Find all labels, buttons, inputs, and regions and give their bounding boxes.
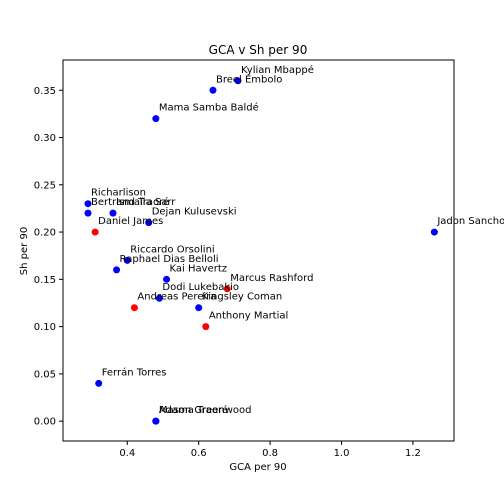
data-point: [152, 115, 160, 123]
point-label: Mama Samba Baldé: [159, 102, 259, 114]
point-label: Kingsley Coman: [202, 292, 283, 303]
point-label: Breel Embolo: [216, 74, 282, 85]
x-axis: 0.4 0.6 0.8 1.0 1.2: [119, 441, 421, 459]
data-point: [152, 417, 160, 425]
y-axis: 0.00 0.05 0.10 0.15 0.20 0.25 0.30 0.35: [34, 86, 63, 428]
x-tick-label: 0.6: [191, 448, 207, 459]
point-label: Ismaïla Sarr: [116, 197, 176, 208]
point-label: Mason Greenwood: [159, 405, 252, 416]
y-tick-label: 0.05: [34, 369, 56, 380]
y-tick-label: 0.30: [34, 133, 56, 144]
point-label: Adama Traoré: [159, 404, 228, 416]
point-label: Marcus Rashford: [230, 273, 313, 284]
y-tick-label: 0.25: [34, 180, 56, 191]
point-label: Richarlison: [91, 188, 146, 199]
data-point: [109, 209, 117, 217]
x-tick-label: 0.8: [262, 448, 278, 459]
plot-frame: [62, 59, 455, 442]
data-point: [195, 304, 203, 312]
data-point: [209, 86, 217, 94]
chart-title: GCA v Sh per 90: [209, 43, 308, 57]
point-label: Kylian Mbappé: [241, 64, 314, 76]
point-label: Dejan Kulusevski: [152, 207, 237, 218]
data-point: [202, 323, 210, 331]
x-tick-label: 0.4: [119, 448, 135, 459]
x-axis-label: GCA per 90: [229, 462, 286, 473]
data-point: [123, 256, 131, 264]
data-point: [113, 266, 121, 274]
y-tick-label: 0.10: [34, 322, 56, 333]
x-tick-label: 1.2: [405, 448, 421, 459]
data-point: [145, 219, 153, 227]
point-label: Dodi Lukebakio: [162, 282, 239, 293]
point-label: Ferrán Torres: [102, 366, 167, 378]
data-points: [84, 77, 438, 425]
data-point: [234, 77, 242, 85]
data-point: [163, 275, 171, 283]
data-point: [84, 209, 92, 217]
x-tick-label: 1.0: [334, 448, 350, 459]
point-label: Anthony Martial: [209, 311, 288, 322]
data-point: [130, 304, 138, 312]
point-label: Raphael Dias Belloli: [120, 254, 219, 265]
point-label: Jadon Sancho: [436, 216, 504, 227]
data-point: [155, 294, 163, 302]
point-label: Riccardo Orsolini: [130, 244, 214, 255]
data-point: [84, 200, 92, 208]
y-axis-label: Sh per 90: [19, 227, 30, 275]
point-label: Andreas Pereira: [137, 292, 216, 303]
data-point: [91, 228, 99, 236]
point-label: Daniel James: [98, 216, 163, 227]
data-point: [223, 285, 231, 293]
point-label: Kai Havertz: [170, 263, 227, 274]
y-tick-label: 0.20: [34, 228, 56, 239]
y-tick-label: 0.00: [34, 417, 56, 428]
y-tick-label: 0.15: [34, 275, 56, 286]
data-point: [95, 379, 103, 387]
y-tick-label: 0.35: [34, 86, 56, 97]
data-point: [430, 228, 438, 236]
point-label: Bertrand Traoré: [91, 196, 169, 208]
